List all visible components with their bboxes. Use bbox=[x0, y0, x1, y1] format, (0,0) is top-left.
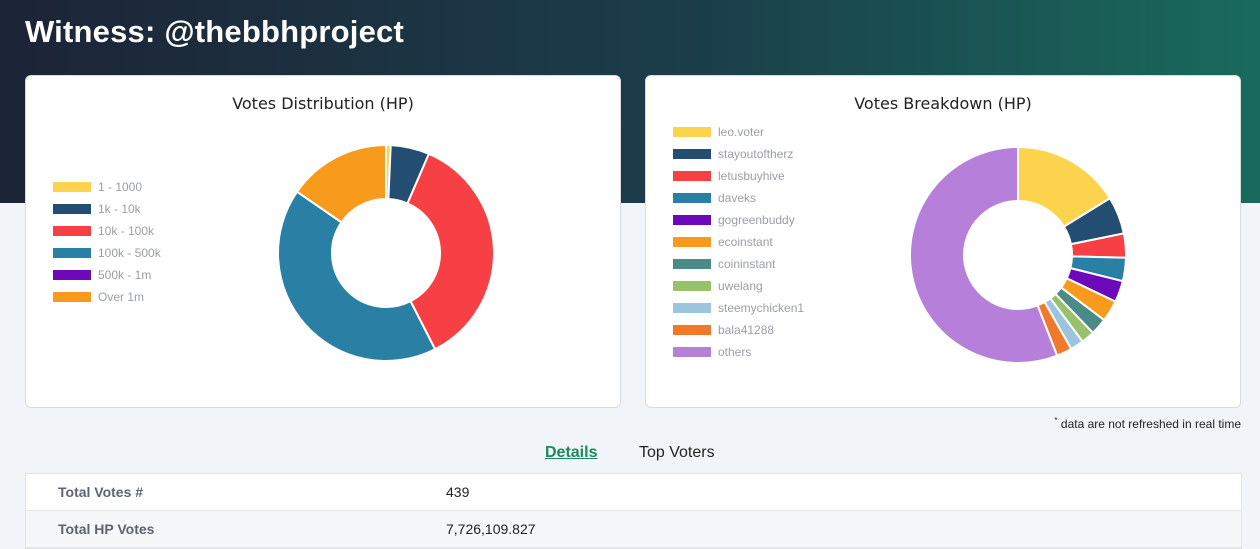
detail-label: Total HP Votes bbox=[58, 521, 155, 537]
votes-distribution-card: Votes Distribution (HP) 1 - 1000 1k - 10k… bbox=[25, 75, 621, 408]
legend-item[interactable]: 1 - 1000 bbox=[53, 176, 161, 198]
legend-swatch bbox=[673, 193, 711, 203]
legend-label: Over 1m bbox=[98, 290, 145, 304]
legend-swatch bbox=[673, 303, 711, 313]
legend-item[interactable]: letusbuyhive bbox=[673, 165, 804, 187]
legend-label: coininstant bbox=[718, 257, 776, 271]
legend-swatch bbox=[673, 171, 711, 181]
legend-item[interactable]: stayoutoftherz bbox=[673, 143, 804, 165]
legend-label: 1 - 1000 bbox=[98, 180, 143, 194]
legend-item[interactable]: uwelang bbox=[673, 275, 804, 297]
legend-item[interactable]: daveks bbox=[673, 187, 804, 209]
legend-swatch bbox=[673, 259, 711, 269]
detail-value: 439 bbox=[446, 484, 470, 500]
page-title: Witness: @thebbhproject bbox=[25, 14, 405, 49]
votes-distribution-donut bbox=[277, 143, 495, 362]
legend-label: letusbuyhive bbox=[718, 169, 785, 183]
tab-top-voters[interactable]: Top Voters bbox=[639, 444, 715, 461]
donut-slice-10k-100k[interactable] bbox=[406, 152, 495, 351]
refresh-note: * data are not refreshed in real time bbox=[1054, 416, 1241, 431]
legend-item[interactable]: 1k - 10k bbox=[53, 198, 161, 220]
legend-swatch bbox=[673, 127, 711, 137]
legend-swatch bbox=[53, 226, 91, 236]
legend-item[interactable]: 100k - 500k bbox=[53, 242, 161, 264]
legend-item[interactable]: coininstant bbox=[673, 253, 804, 275]
legend-swatch bbox=[673, 149, 711, 159]
legend-swatch bbox=[53, 248, 91, 258]
legend-item[interactable]: others bbox=[673, 341, 804, 363]
legend-label: 1k - 10k bbox=[98, 202, 141, 216]
legend-item[interactable]: 500k - 1m bbox=[53, 264, 161, 286]
votes-breakdown-card: Votes Breakdown (HP) leo.voter stayoutoft… bbox=[645, 75, 1241, 408]
detail-value: 7,726,109.827 bbox=[446, 521, 536, 537]
legend-label: leo.voter bbox=[718, 125, 765, 139]
legend-item[interactable]: bala41288 bbox=[673, 319, 804, 341]
legend-label: others bbox=[718, 345, 752, 359]
detail-label: Total Votes # bbox=[58, 484, 144, 500]
legend-item[interactable]: gogreenbuddy bbox=[673, 209, 804, 231]
votes-breakdown-donut bbox=[909, 145, 1127, 364]
legend-item[interactable]: steemychicken1 bbox=[673, 297, 804, 319]
legend-label: daveks bbox=[718, 191, 757, 205]
legend-swatch bbox=[673, 281, 711, 291]
legend-swatch bbox=[673, 215, 711, 225]
donut-slice-over-1m[interactable] bbox=[295, 143, 387, 224]
chart-legend: leo.voter stayoutoftherz letusbuyhive davek… bbox=[673, 121, 804, 363]
legend-label: steemychicken1 bbox=[718, 301, 805, 315]
legend-label: stayoutoftherz bbox=[718, 147, 794, 161]
legend-item[interactable]: 10k - 100k bbox=[53, 220, 161, 242]
legend-swatch bbox=[53, 182, 91, 192]
chart-legend: 1 - 1000 1k - 10k 10k - 100k 100k - 500k 500… bbox=[53, 176, 161, 308]
legend-label: uwelang bbox=[718, 279, 763, 293]
legend-label: ecoinstant bbox=[718, 235, 773, 249]
legend-label: 500k - 1m bbox=[98, 268, 152, 282]
legend-label: 10k - 100k bbox=[98, 224, 155, 238]
legend-item[interactable]: Over 1m bbox=[53, 286, 161, 308]
legend-item[interactable]: ecoinstant bbox=[673, 231, 804, 253]
legend-swatch bbox=[53, 270, 91, 280]
donut-slice-others[interactable] bbox=[909, 145, 1059, 364]
table-row: Total Votes # 439 bbox=[26, 474, 1241, 511]
details-table: Total Votes # 439 Total HP Votes 7,726,109.… bbox=[25, 473, 1242, 549]
legend-label: bala41288 bbox=[718, 323, 775, 337]
legend-item[interactable]: leo.voter bbox=[673, 121, 804, 143]
legend-swatch bbox=[53, 204, 91, 214]
chart-title: Votes Breakdown (HP) bbox=[854, 94, 1032, 113]
tab-details[interactable]: Details bbox=[545, 444, 598, 461]
legend-label: gogreenbuddy bbox=[718, 213, 795, 227]
legend-swatch bbox=[53, 292, 91, 302]
table-row: Total HP Votes 7,726,109.827 bbox=[26, 511, 1241, 548]
donut-slice-100k-500k[interactable] bbox=[277, 190, 437, 362]
legend-swatch bbox=[673, 325, 711, 335]
legend-swatch bbox=[673, 347, 711, 357]
legend-label: 100k - 500k bbox=[98, 246, 161, 260]
legend-swatch bbox=[673, 237, 711, 247]
chart-title: Votes Distribution (HP) bbox=[232, 94, 414, 113]
